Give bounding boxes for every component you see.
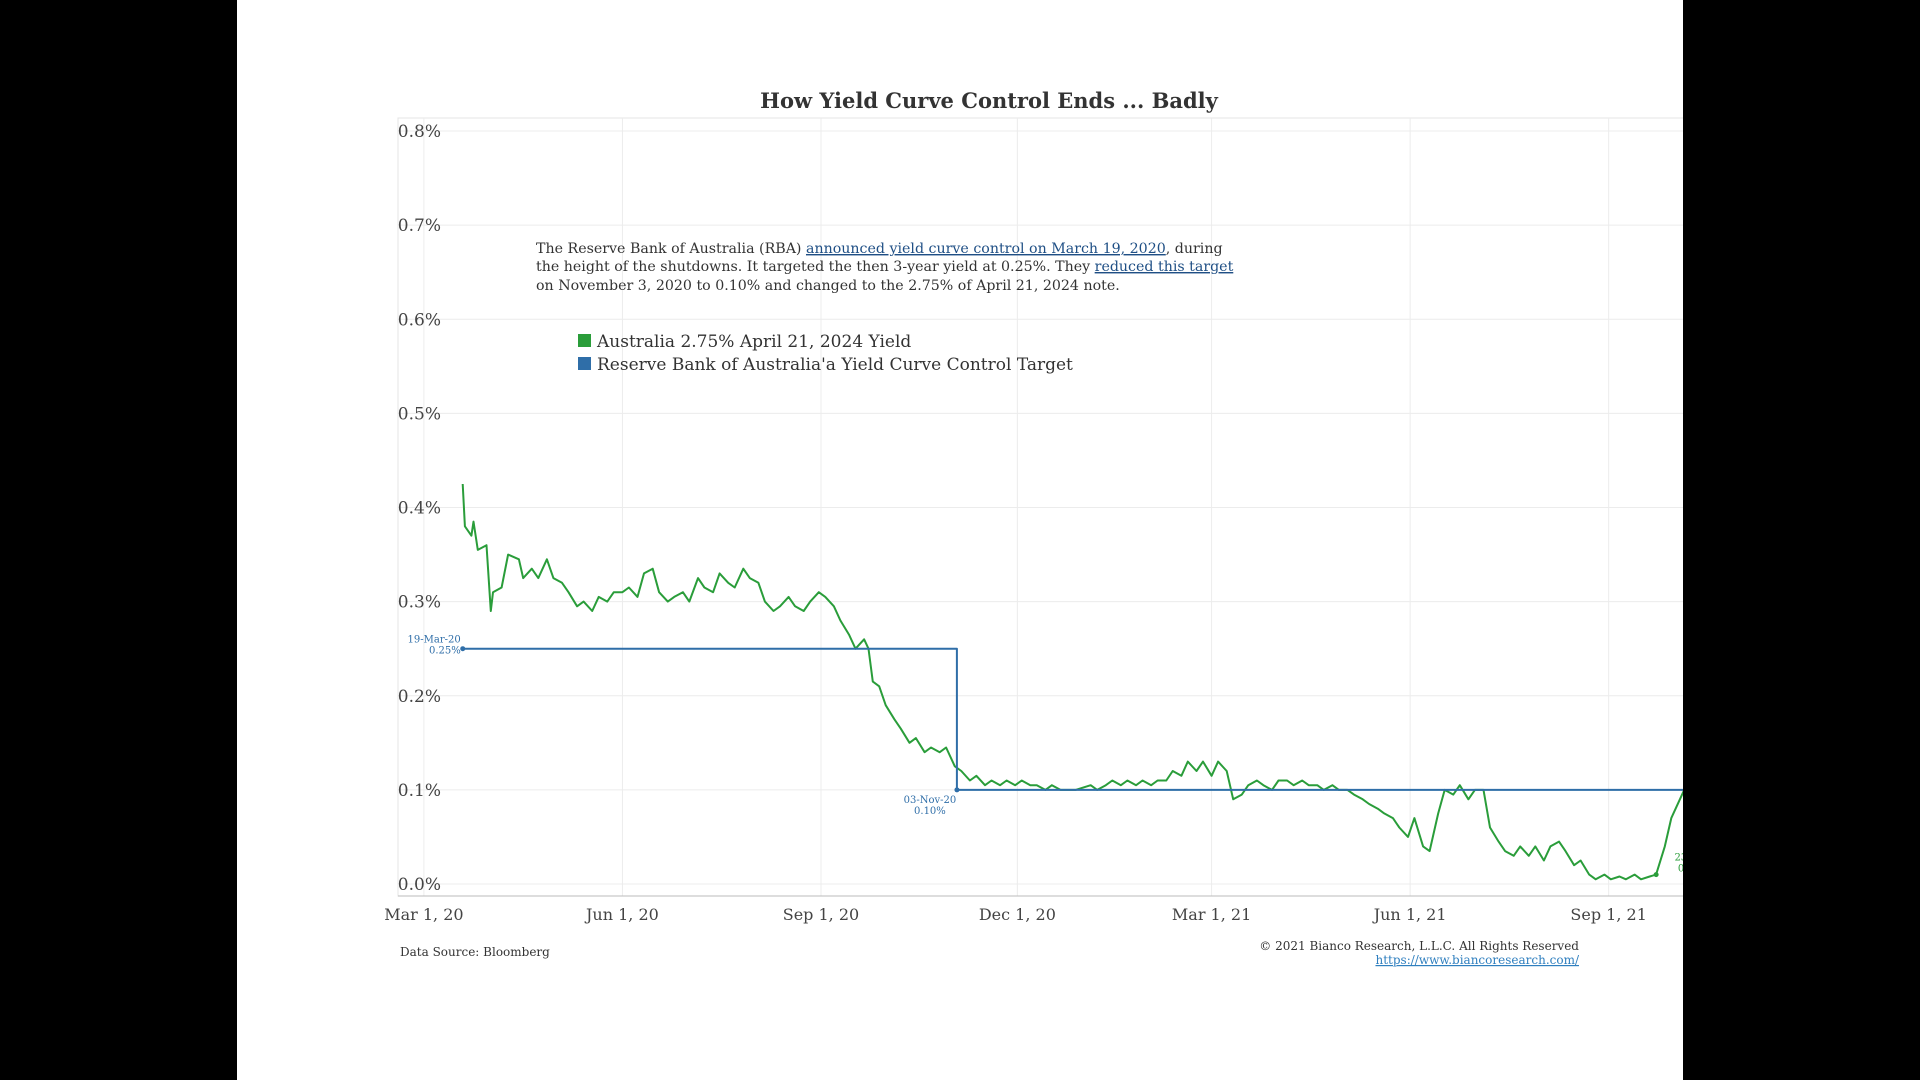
annotation-dot xyxy=(954,787,960,793)
x-tick-label: Mar 1, 21 xyxy=(1172,905,1251,924)
slide: How Yield Curve Control Ends ... Badly 0… xyxy=(237,0,1683,1080)
y-tick-label: 0.7% xyxy=(398,216,441,236)
x-tick-label: Sep 1, 20 xyxy=(783,905,859,924)
y-tick-label: 0.2% xyxy=(398,687,441,707)
annotation-note: The Reserve Bank of Australia (RBA) anno… xyxy=(536,241,1234,294)
annotation-date: 19-Mar-20 xyxy=(408,635,461,646)
y-tick-label: 0.3% xyxy=(398,593,441,613)
y-tick-label: 0.6% xyxy=(398,310,441,330)
y-tick-label: 0.1% xyxy=(398,781,441,801)
chart-title: How Yield Curve Control Ends ... Badly xyxy=(760,88,1218,113)
x-axis-ticks: Mar 1, 20 Jun 1, 20 Sep 1, 20 Dec 1, 20 Mar … xyxy=(384,905,1647,924)
note-line1-end: , during xyxy=(1166,241,1223,257)
legend-swatch-green xyxy=(578,334,591,347)
copyright: © 2021 Bianco Research, L.L.C. All Right… xyxy=(1259,939,1579,953)
legend-swatch-blue xyxy=(578,357,591,370)
note-line2-text: the height of the shutdowns. It targeted… xyxy=(536,259,1095,275)
note-link-announced[interactable]: announced yield curve control on March 1… xyxy=(806,241,1166,257)
annotation-dot xyxy=(1653,872,1659,878)
y-tick-label: 0.0% xyxy=(398,875,441,895)
yield-line xyxy=(461,483,1683,881)
y-axis-ticks: 0.0% 0.1% 0.2% 0.3% 0.4% 0.5% 0.6% 0.7% 0.8% xyxy=(398,122,441,895)
website-link[interactable]: https://www.biancoresearch.com/ xyxy=(1375,953,1579,967)
note-link-reduced[interactable]: reduced this target xyxy=(1095,259,1234,275)
annotation-date: 03-Nov-20 xyxy=(904,795,957,806)
note-line1-text: The Reserve Bank of Australia (RBA) xyxy=(536,241,806,257)
y-tick-label: 0.4% xyxy=(398,499,441,519)
annotation-date: 23-Sep-21 xyxy=(1674,853,1683,864)
legend-label-target: Reserve Bank of Australia'a Yield Curve … xyxy=(597,355,1073,375)
x-tick-label: Dec 1, 20 xyxy=(979,905,1056,924)
gridlines xyxy=(398,118,1683,896)
note-line3: on November 3, 2020 to 0.10% and changed… xyxy=(536,278,1120,294)
x-tick-label: Mar 1, 20 xyxy=(384,905,463,924)
svg-text:The Reserve Bank of Australia: The Reserve Bank of Australia (RBA) anno… xyxy=(536,241,1223,257)
legend-label-yield: Australia 2.75% April 21, 2024 Yield xyxy=(596,332,911,352)
legend: Australia 2.75% April 21, 2024 Yield Res… xyxy=(578,332,1073,375)
annotation-value: 0.0100% xyxy=(1678,864,1683,875)
annotation-value: 0.10% xyxy=(914,806,946,817)
data-source: Data Source: Bloomberg xyxy=(400,945,550,959)
annotation-value: 0.25% xyxy=(429,646,461,657)
x-tick-label: Jun 1, 21 xyxy=(1372,905,1447,924)
annotation-dot xyxy=(460,646,466,652)
x-tick-label: Jun 1, 20 xyxy=(584,905,659,924)
chart: How Yield Curve Control Ends ... Badly 0… xyxy=(384,88,1683,967)
y-tick-label: 0.5% xyxy=(398,404,441,424)
x-tick-label: Sep 1, 21 xyxy=(1570,905,1646,924)
series-layer xyxy=(461,483,1683,881)
annotations: 19-Mar-200.25%03-Nov-200.10%29-Oct-210.7… xyxy=(408,635,1683,878)
svg-text:the height of the shutdowns. I: the height of the shutdowns. It targeted… xyxy=(536,259,1234,275)
y-tick-label: 0.8% xyxy=(398,122,441,142)
target-line xyxy=(462,647,1683,791)
